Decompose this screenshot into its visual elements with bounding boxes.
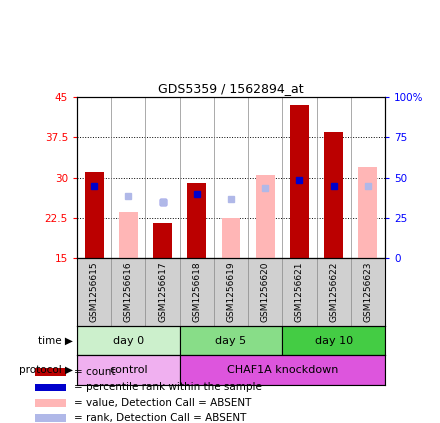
Bar (35, 384, 66, 391)
Text: GSM1256620: GSM1256620 (261, 261, 270, 322)
Text: day 0: day 0 (113, 335, 144, 346)
Text: GSM1256619: GSM1256619 (227, 261, 235, 322)
Bar (256, 175, 275, 258)
Bar (77, 355, 180, 385)
Title: GDS5359 / 1562894_at: GDS5359 / 1562894_at (158, 82, 304, 95)
Bar (35, 414, 66, 422)
Text: GSM1256622: GSM1256622 (329, 262, 338, 322)
Text: = percentile rank within the sample: = percentile rank within the sample (74, 382, 262, 393)
Bar (359, 167, 378, 258)
Bar (119, 212, 138, 258)
Text: = count: = count (74, 367, 116, 377)
Bar (180, 355, 385, 385)
Bar (290, 105, 309, 258)
Bar (222, 218, 240, 258)
Text: GSM1256623: GSM1256623 (363, 261, 372, 322)
Bar (35, 399, 66, 407)
Bar (84, 172, 103, 258)
Text: protocol ▶: protocol ▶ (18, 365, 73, 375)
Text: = value, Detection Call = ABSENT: = value, Detection Call = ABSENT (74, 398, 252, 408)
Text: GSM1256617: GSM1256617 (158, 261, 167, 322)
Text: time ▶: time ▶ (38, 335, 73, 346)
Text: GSM1256618: GSM1256618 (192, 261, 201, 322)
Text: GSM1256615: GSM1256615 (90, 261, 99, 322)
Bar (180, 326, 282, 355)
Text: GSM1256621: GSM1256621 (295, 261, 304, 322)
Bar (153, 223, 172, 258)
Text: day 10: day 10 (315, 335, 353, 346)
Bar (187, 183, 206, 258)
Bar (324, 132, 343, 258)
Text: CHAF1A knockdown: CHAF1A knockdown (227, 365, 338, 375)
Bar (35, 368, 66, 376)
Text: = rank, Detection Call = ABSENT: = rank, Detection Call = ABSENT (74, 413, 247, 423)
Text: control: control (109, 365, 148, 375)
Text: GSM1256616: GSM1256616 (124, 261, 133, 322)
Bar (77, 326, 180, 355)
Text: day 5: day 5 (216, 335, 246, 346)
Bar (282, 326, 385, 355)
